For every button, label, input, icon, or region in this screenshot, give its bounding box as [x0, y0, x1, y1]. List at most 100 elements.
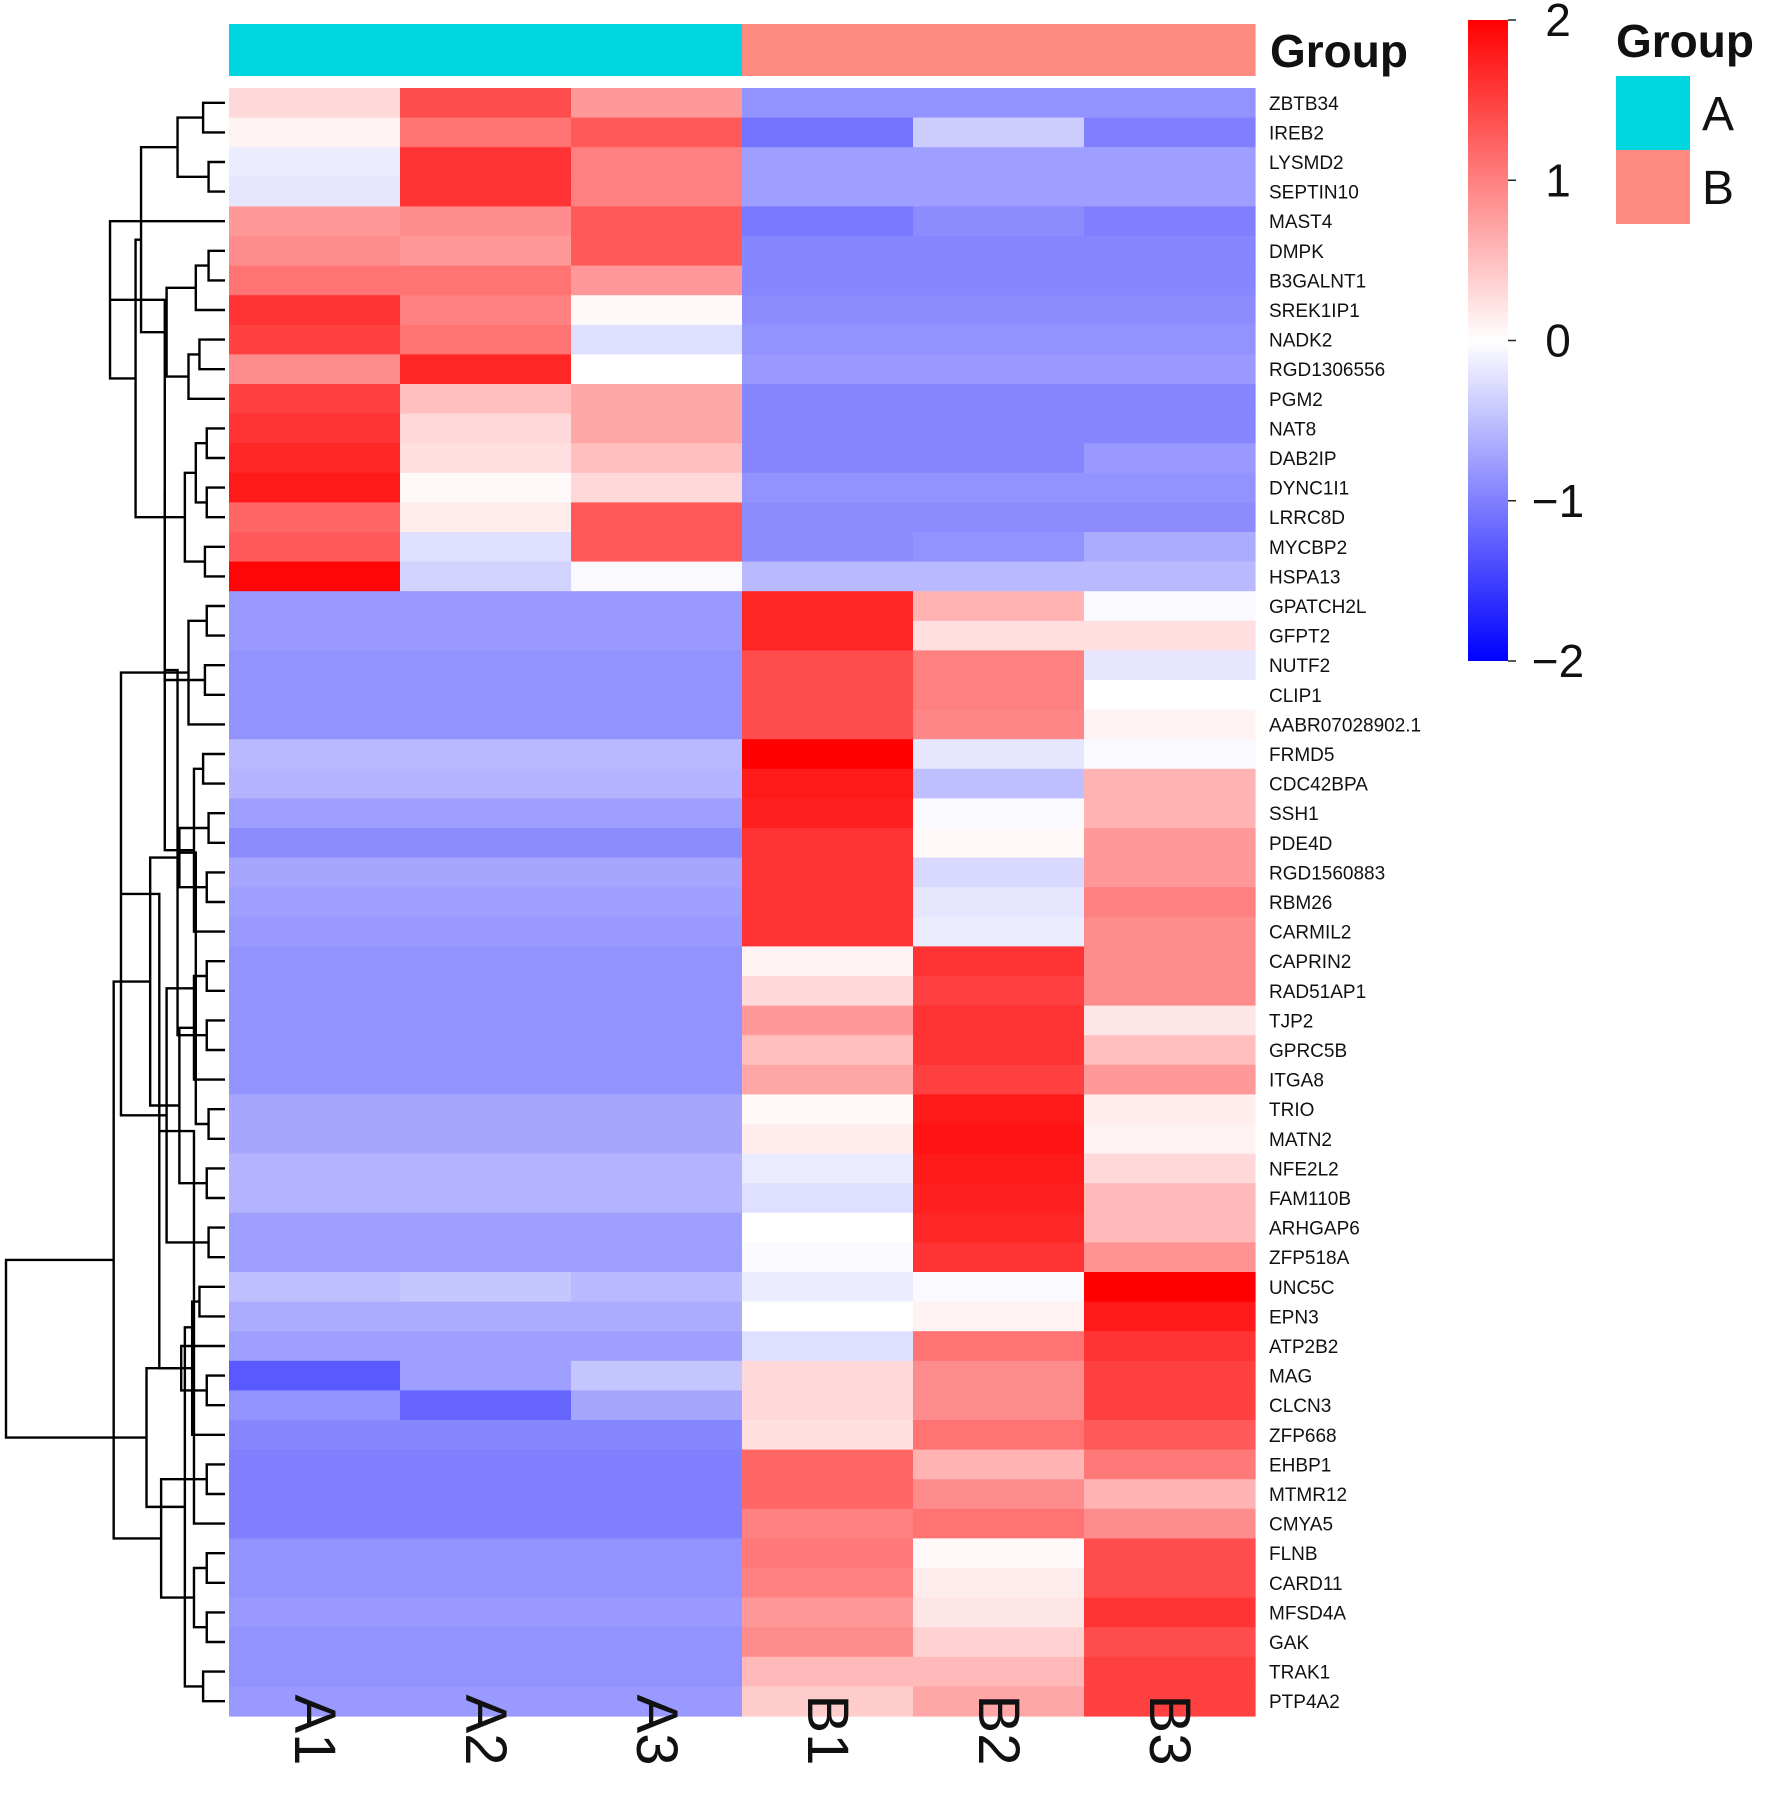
heatmap-cell	[229, 1627, 401, 1658]
heatmap-cell	[742, 1094, 914, 1125]
heatmap-cell	[571, 1449, 743, 1480]
heatmap-cell	[571, 1272, 743, 1303]
heatmap-cell	[1084, 1420, 1256, 1451]
heatmap-cell	[400, 1568, 572, 1599]
row-label: CARMIL2	[1269, 923, 1351, 944]
row-label: AABR07028902.1	[1269, 715, 1421, 736]
dendrogram-branch	[205, 871, 225, 904]
heatmap-cell	[229, 1153, 401, 1184]
heatmap-cell	[913, 236, 1085, 267]
heatmap-cell	[229, 1301, 401, 1332]
heatmap-cell	[571, 591, 743, 622]
dendrogram-branch	[205, 427, 225, 460]
heatmap-cell	[400, 1390, 572, 1421]
heatmap-cell	[400, 1183, 572, 1214]
heatmap-cell	[229, 1064, 401, 1095]
row-label: GPRC5B	[1269, 1041, 1347, 1062]
row-label: TJP2	[1269, 1011, 1313, 1032]
heatmap-cell	[1084, 768, 1256, 799]
heatmap-cell	[742, 1064, 914, 1095]
dendrogram-branch	[205, 1374, 225, 1407]
dendrogram-branch	[205, 1552, 225, 1584]
heatmap-cell	[742, 1656, 914, 1687]
row-label: ARHGAP6	[1269, 1219, 1360, 1240]
heatmap-cell	[571, 739, 743, 770]
column-label: A3	[624, 1695, 689, 1766]
heatmap-cell	[913, 324, 1085, 355]
heatmap-cell	[913, 1627, 1085, 1658]
heatmap-cell	[400, 857, 572, 888]
heatmap-cell	[571, 1597, 743, 1628]
heatmap-cell	[913, 798, 1085, 829]
heatmap-cell	[229, 413, 401, 444]
heatmap-cell	[571, 887, 743, 918]
heatmap-cell	[1084, 561, 1256, 592]
heatmap-cell	[1084, 1183, 1256, 1214]
group-legend-label: B	[1702, 162, 1734, 215]
row-label: HSPA13	[1269, 567, 1340, 588]
dendrogram-branch	[187, 353, 225, 400]
heatmap-cell	[229, 236, 401, 267]
heatmap-cell	[400, 946, 572, 977]
heatmap-cell	[742, 236, 914, 267]
color-scale-legend: 2 1 0 −1 −2	[1468, 0, 1584, 687]
heatmap-cell	[400, 1153, 572, 1184]
row-label: GFPT2	[1269, 627, 1330, 648]
row-label: UNC5C	[1269, 1278, 1334, 1299]
heatmap-cell	[571, 1035, 743, 1066]
row-label: NAT8	[1269, 419, 1316, 440]
heatmap-cell	[400, 1272, 572, 1303]
heatmap-cell	[742, 324, 914, 355]
heatmap-cell	[913, 1420, 1085, 1451]
heatmap-cell	[742, 295, 914, 326]
heatmap-cell	[229, 976, 401, 1007]
heatmap-cell	[913, 1597, 1085, 1628]
heatmap-cell	[571, 946, 743, 977]
heatmap-cell	[571, 295, 743, 326]
dendrogram-branch	[205, 1019, 225, 1052]
heatmap-cell	[1084, 384, 1256, 415]
row-label: RBM26	[1269, 893, 1332, 914]
heatmap-cell	[229, 680, 401, 711]
heatmap-cell	[400, 413, 572, 444]
heatmap-cell	[571, 1005, 743, 1036]
heatmap-cell	[229, 1656, 401, 1687]
heatmap-cell	[913, 206, 1085, 237]
heatmap-cell	[742, 176, 914, 207]
heatmap-cells	[229, 88, 1256, 1717]
heatmap-cell	[1084, 857, 1256, 888]
heatmap-cell	[400, 117, 572, 148]
heatmap-cell	[742, 1420, 914, 1451]
heatmap-cell	[1084, 472, 1256, 503]
heatmap-cell	[1084, 265, 1256, 296]
row-label: RAD51AP1	[1269, 982, 1366, 1003]
heatmap-cell	[229, 354, 401, 385]
heatmap-cell	[400, 1686, 572, 1717]
heatmap-cell	[571, 561, 743, 592]
heatmap-cell	[229, 472, 401, 503]
heatmap-cell	[571, 206, 743, 237]
heatmap-cell	[400, 147, 572, 178]
dendrogram-branch	[201, 752, 225, 785]
group-annotation-cell	[571, 24, 743, 76]
row-label: DAB2IP	[1269, 449, 1337, 470]
dendrogram-branch	[194, 442, 207, 504]
heatmap-cell	[913, 265, 1085, 296]
heatmap-cell	[1084, 916, 1256, 947]
heatmap-cell	[742, 413, 914, 444]
heatmap-cell	[742, 650, 914, 681]
heatmap-cell	[742, 1686, 914, 1717]
heatmap-cell	[400, 472, 572, 503]
heatmap-cell	[1084, 1331, 1256, 1362]
color-scale-bar	[1468, 20, 1508, 661]
heatmap-cell	[1084, 206, 1256, 237]
heatmap-cell	[913, 1301, 1085, 1332]
heatmap-cell	[742, 384, 914, 415]
group-annotation-cell	[913, 24, 1085, 76]
row-label: ATP2B2	[1269, 1337, 1338, 1358]
heatmap-cell	[229, 1449, 401, 1480]
heatmap-cell	[742, 443, 914, 474]
row-label: ZFP668	[1269, 1426, 1337, 1447]
heatmap-cell	[1084, 946, 1256, 977]
